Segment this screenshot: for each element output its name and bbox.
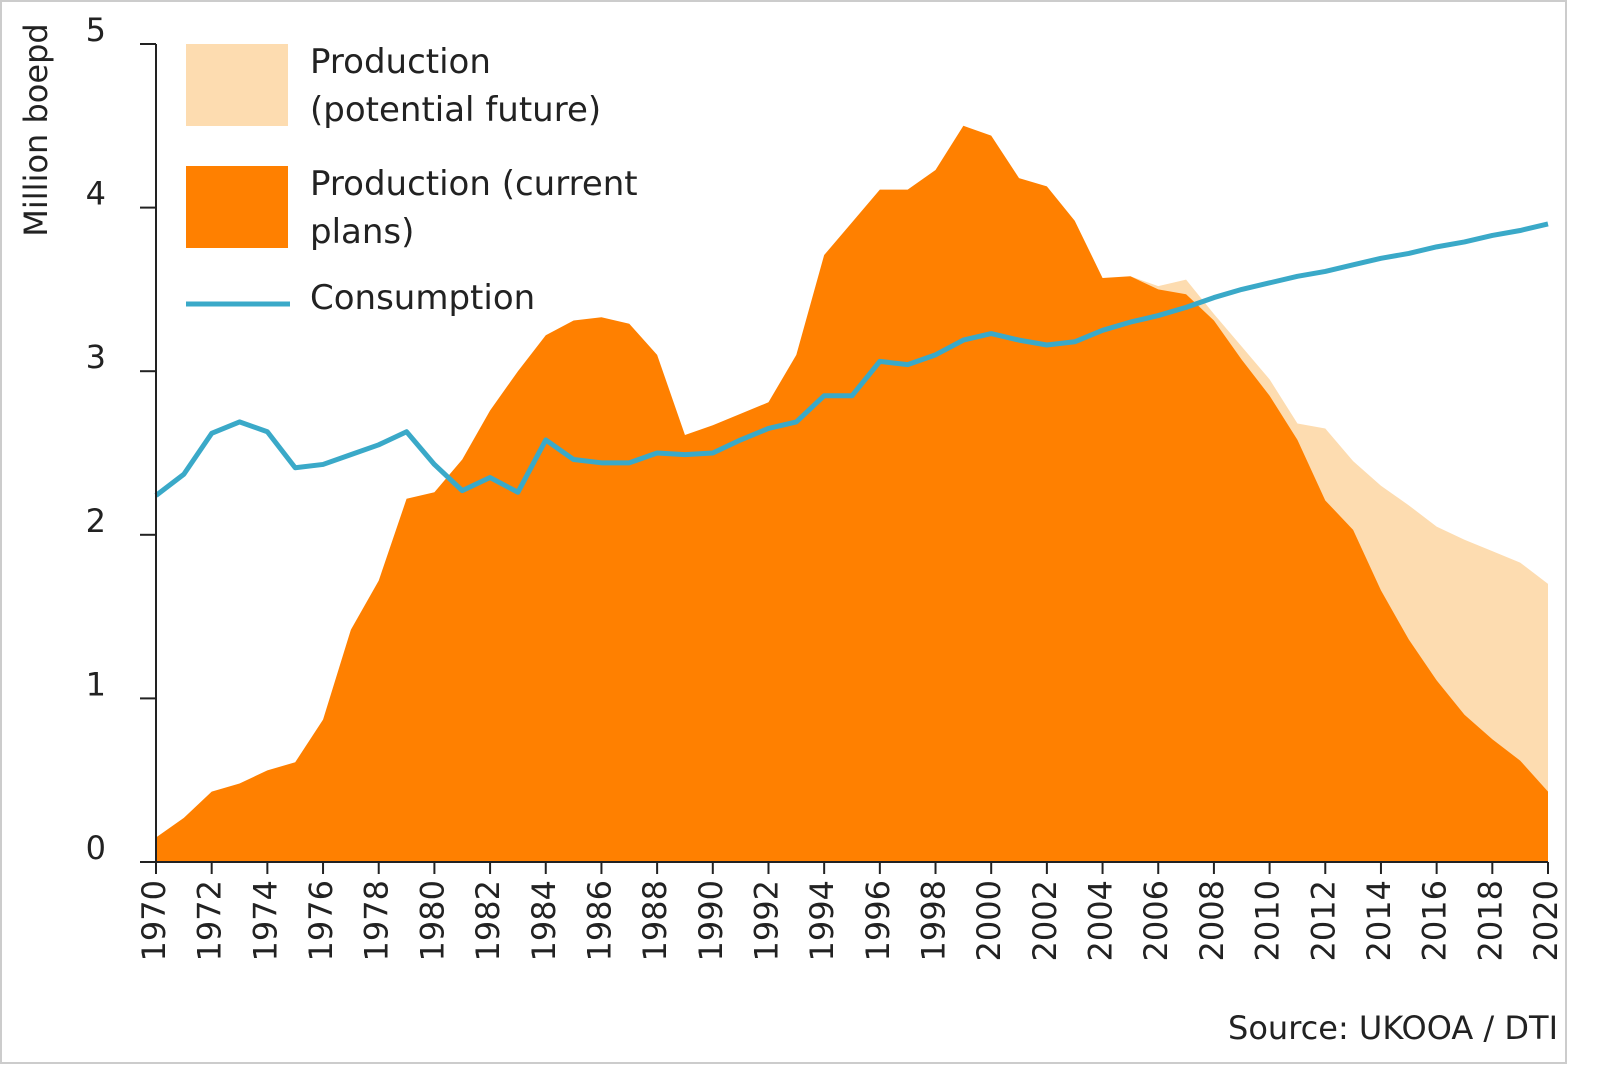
x-tick-label: 1974 (246, 880, 284, 961)
x-tick-label: 1990 (692, 880, 730, 961)
line (154, 221, 1549, 498)
x-tick-label: 2004 (1082, 880, 1120, 961)
x-tick-label: 1984 (525, 880, 563, 961)
x-tick-label: 1970 (135, 880, 173, 961)
frame (0, 0, 1567, 1064)
source: Source: UKOOA / DTI (1228, 1009, 1558, 1047)
y-tick-label: 1 (86, 665, 106, 703)
plot-area (154, 125, 1549, 863)
x-tick-label: 2000 (970, 880, 1008, 961)
x-tick-label: 2012 (1304, 880, 1342, 961)
y-tick-label: 0 (86, 829, 106, 867)
x-tick-label: 2006 (1137, 880, 1175, 961)
x-tick-label: 1988 (636, 880, 674, 961)
x-tick-label: 2016 (1416, 880, 1454, 961)
x-tick-label: 1992 (747, 880, 785, 961)
x-tick-label: 1972 (191, 880, 229, 961)
y-axis-label: Million boepd (17, 23, 55, 236)
x-tick-label: 1986 (580, 880, 618, 961)
legend-label: Production (potential future) (310, 42, 602, 130)
x-tick-label: 1998 (915, 880, 953, 961)
x-tick-label: 2008 (1193, 880, 1231, 961)
x-tick-label: 2002 (1026, 880, 1064, 961)
y-tick-label: 3 (86, 338, 106, 376)
y-tick-label: 4 (86, 175, 106, 213)
x-tick-label: 2020 (1527, 880, 1565, 961)
x-tick-label: 1982 (469, 880, 507, 961)
x-tick-label: 1978 (358, 880, 396, 961)
y-tick-label: 2 (86, 502, 106, 540)
legend-label: Production (current plans) (310, 164, 638, 252)
x-tick-label: 1996 (859, 880, 897, 961)
x-tick-label: 1994 (803, 880, 841, 961)
x-tick-label: 1980 (413, 880, 451, 961)
x-tick-label: 1976 (302, 880, 340, 961)
y-tick-label: 5 (86, 11, 106, 49)
area (156, 125, 1548, 863)
legend-label: Consumption (310, 278, 536, 318)
x-tick-label: 2018 (1471, 880, 1509, 961)
x-tick-label: 2014 (1360, 880, 1398, 961)
x-tick-label: 2010 (1249, 880, 1287, 961)
legend-swatch (186, 166, 288, 248)
legend-swatch (186, 44, 288, 126)
